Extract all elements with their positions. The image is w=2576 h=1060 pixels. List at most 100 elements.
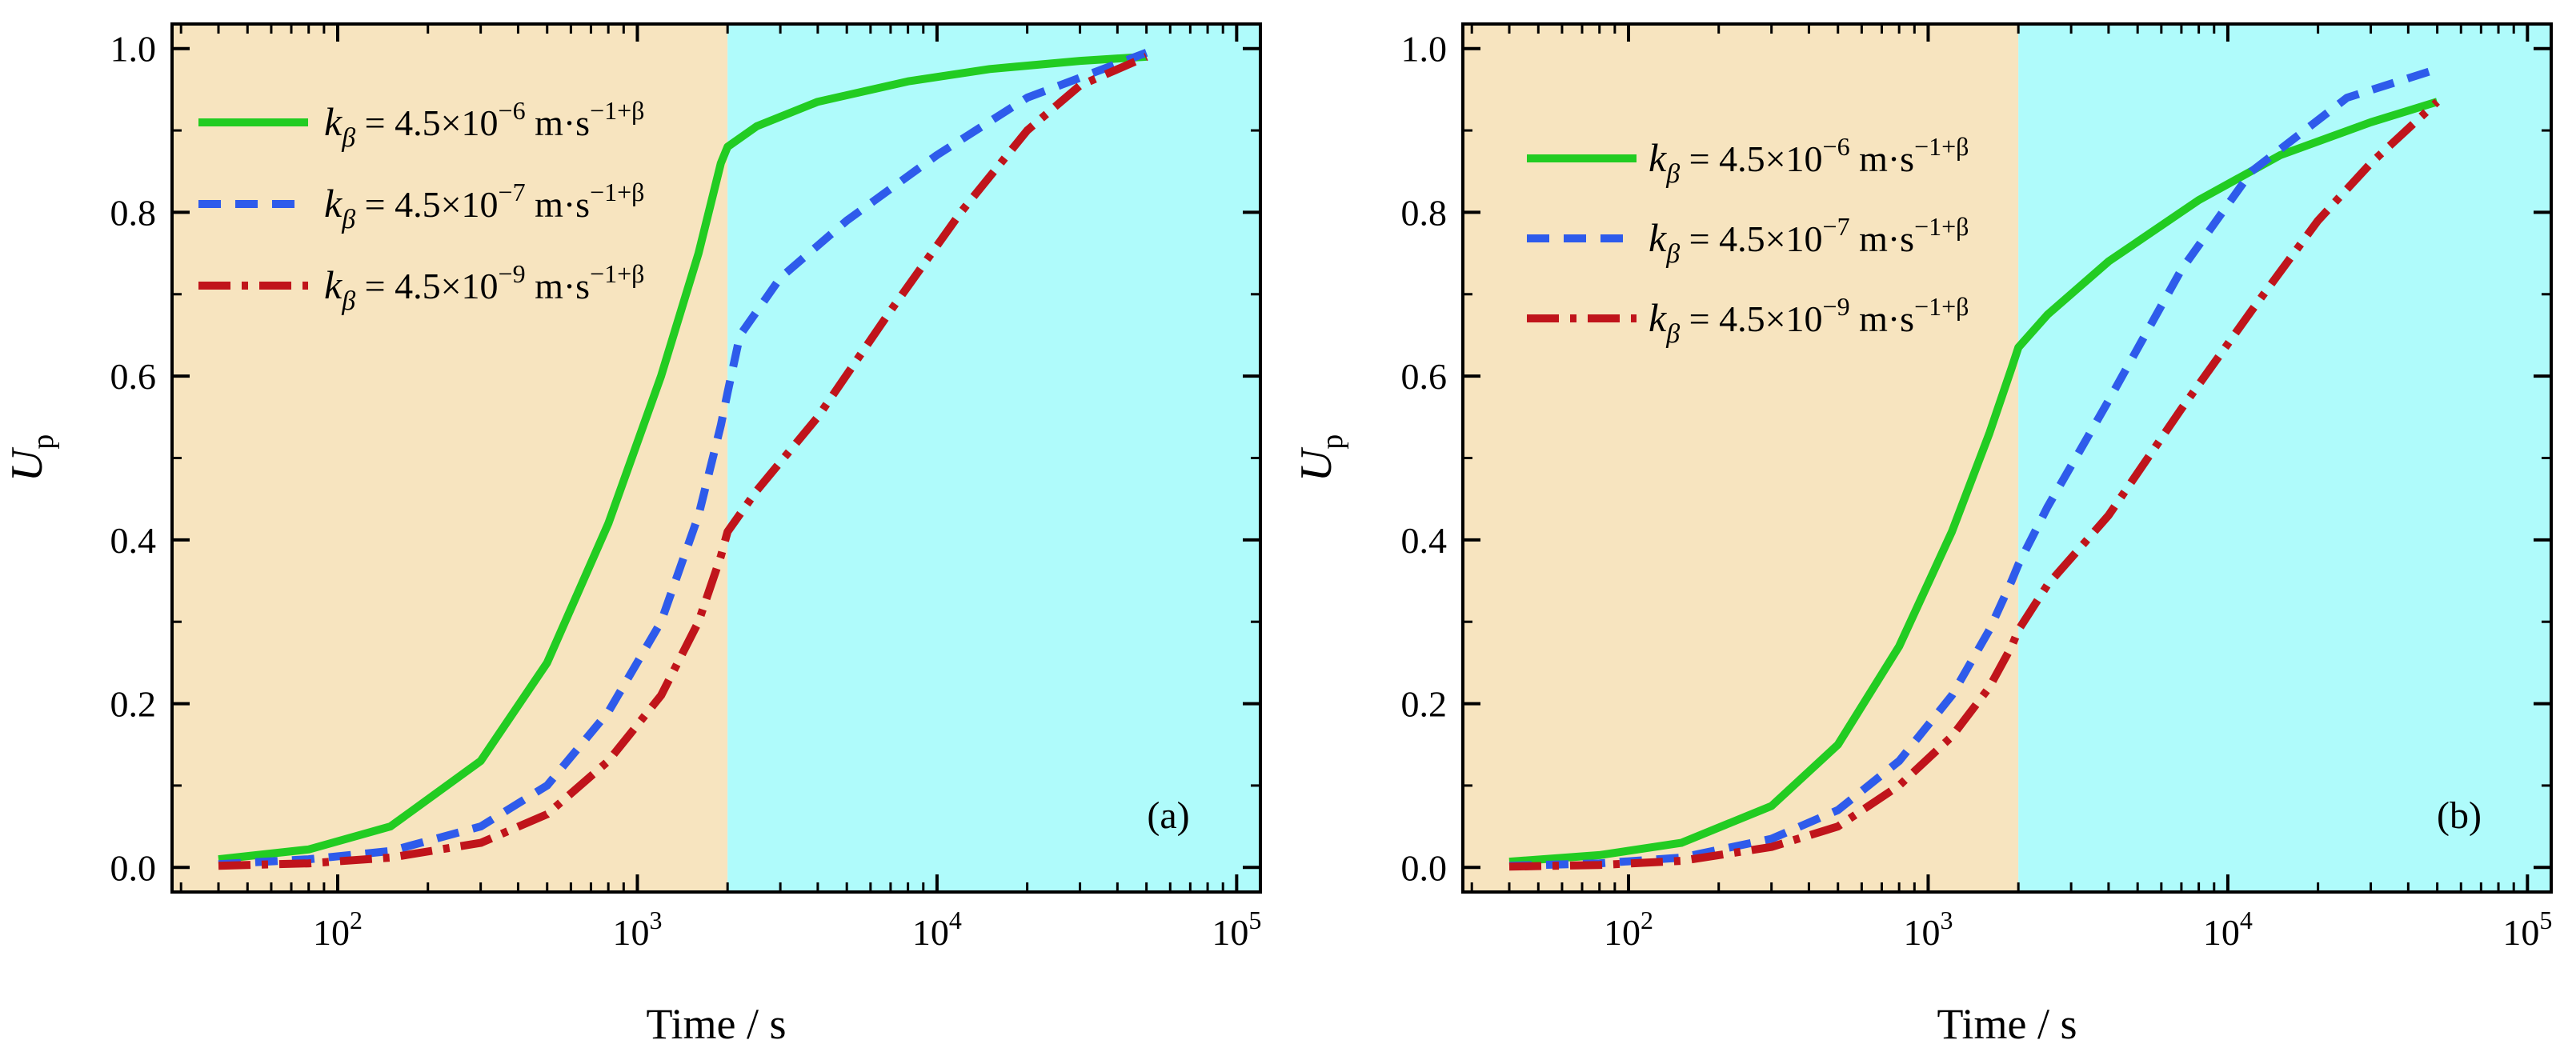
legend-unit-exponent: −1+β [590, 96, 644, 125]
legend-value: = 4.5×10 [355, 184, 498, 225]
y-tick-label: 0.2 [1401, 684, 1448, 725]
y-tick-label: 0.4 [110, 520, 157, 561]
legend-label-2: kβ = 4.5×10−7 m·s−1+β [324, 178, 644, 234]
legend-unit-exponent: −1+β [1914, 132, 1969, 161]
legend-symbol: k [1649, 135, 1667, 180]
x-axis-label: Time / s [646, 1000, 786, 1048]
x-tick-exponent: 4 [2240, 906, 2253, 934]
panel-label: (a) [1147, 794, 1189, 837]
x-tick-label: 102 [313, 906, 363, 953]
x-tick-label: 103 [612, 906, 662, 953]
x-tick-base: 10 [1903, 912, 1940, 953]
x-tick-exponent: 2 [1641, 906, 1653, 934]
late-phase-region [2018, 24, 2551, 892]
legend-unit: m·s [1850, 298, 1915, 339]
legend-subscript: β [341, 205, 355, 234]
series-lines [1508, 65, 2440, 871]
legend: kβ = 4.5×10−6 m·s−1+βkβ = 4.5×10−7 m·s−1… [1527, 132, 1969, 349]
x-tick-label: 103 [1903, 906, 1953, 953]
x-tick-label: 102 [1604, 906, 1653, 953]
x-tick-label: 105 [1212, 906, 1261, 953]
series-line-1 [1508, 98, 2439, 866]
legend-unit-exponent: −1+β [1914, 212, 1969, 241]
x-tick-base: 10 [313, 912, 350, 953]
x-axis-label: Time / s [1937, 1000, 2077, 1048]
legend-unit: m·s [1850, 138, 1915, 179]
legend-subscript: β [1665, 159, 1680, 189]
panel-label: (b) [2437, 794, 2482, 837]
y-tick-label: 0.2 [110, 684, 157, 725]
legend-unit: m·s [1850, 218, 1915, 259]
legend-symbol: k [1649, 215, 1667, 260]
series-line-2 [218, 49, 1148, 869]
y-tick-label: 0.0 [110, 847, 157, 888]
y-tick-label: 0.6 [1401, 356, 1448, 397]
legend-symbol: k [324, 99, 343, 144]
legend-subscript: β [1665, 319, 1680, 349]
x-tick-base: 10 [2502, 912, 2539, 953]
x-tick-label: 104 [912, 906, 962, 953]
legend-symbol: k [324, 181, 343, 226]
x-tick-exponent: 5 [2539, 906, 2552, 934]
legend: kβ = 4.5×10−6 m·s−1+βkβ = 4.5×10−7 m·s−1… [198, 96, 644, 316]
y-tick-label: 0.0 [1401, 847, 1448, 888]
legend-symbol: k [1649, 295, 1667, 340]
legend-exponent: −7 [1823, 212, 1850, 241]
late-phase-region [727, 24, 1260, 892]
series-line-1 [218, 52, 1147, 864]
y-tick-label: 1.0 [1401, 29, 1448, 70]
legend-exponent: −6 [499, 96, 526, 125]
x-tick-exponent: 3 [1940, 906, 1953, 934]
y-axis-label-main: U [1292, 446, 1341, 482]
x-tick-base: 10 [1212, 912, 1248, 953]
series-line-2 [1508, 65, 2439, 870]
legend-exponent: −9 [1823, 292, 1850, 321]
x-tick-label: 104 [2203, 906, 2253, 953]
early-phase-region [1463, 24, 2019, 892]
legend-exponent: −9 [499, 259, 526, 288]
legend-unit-exponent: −1+β [1914, 292, 1969, 321]
legend-exponent: −7 [499, 178, 526, 206]
legend-value: = 4.5×10 [1680, 298, 1822, 339]
y-axis-label-subscript: p [1316, 434, 1349, 450]
x-tick-label: 105 [2502, 906, 2552, 953]
y-axis-label: Up [2, 434, 60, 482]
x-tick-exponent: 3 [649, 906, 662, 934]
legend-symbol: k [324, 262, 343, 307]
legend-unit-exponent: −1+β [590, 178, 644, 206]
legend-value: = 4.5×10 [355, 102, 498, 143]
y-axis-label-main: U [2, 446, 52, 482]
y-axis-label: Up [1292, 434, 1349, 482]
legend-exponent: −6 [1823, 132, 1850, 161]
legend-unit: m·s [526, 184, 591, 225]
legend-unit-exponent: −1+β [590, 259, 644, 288]
legend-label-3: kβ = 4.5×10−9 m·s−1+β [324, 259, 644, 316]
legend-subscript: β [341, 123, 355, 153]
legend-unit: m·s [526, 102, 591, 143]
legend-label-3: kβ = 4.5×10−9 m·s−1+β [1649, 292, 1969, 349]
y-tick-label: 0.4 [1401, 520, 1448, 561]
series-line-3 [1508, 98, 2440, 871]
legend-value: = 4.5×10 [1680, 138, 1822, 179]
legend-subscript: β [1665, 239, 1680, 269]
early-phase-region [172, 24, 728, 892]
y-tick-label: 0.8 [1401, 192, 1448, 233]
x-tick-exponent: 5 [1248, 906, 1261, 934]
x-tick-base: 10 [912, 912, 949, 953]
legend-label-1: kβ = 4.5×10−6 m·s−1+β [1649, 132, 1969, 189]
legend-value: = 4.5×10 [355, 266, 498, 306]
y-tick-label: 0.8 [110, 192, 157, 233]
legend-subscript: β [341, 286, 355, 316]
y-tick-label: 1.0 [110, 29, 157, 70]
legend-label-1: kβ = 4.5×10−6 m·s−1+β [324, 96, 644, 153]
x-tick-base: 10 [1604, 912, 1641, 953]
legend-label-2: kβ = 4.5×10−7 m·s−1+β [1649, 212, 1969, 269]
y-tick-label: 0.6 [110, 356, 157, 397]
x-tick-base: 10 [612, 912, 649, 953]
x-tick-base: 10 [2203, 912, 2240, 953]
x-tick-exponent: 4 [949, 906, 962, 934]
x-tick-exponent: 2 [350, 906, 363, 934]
